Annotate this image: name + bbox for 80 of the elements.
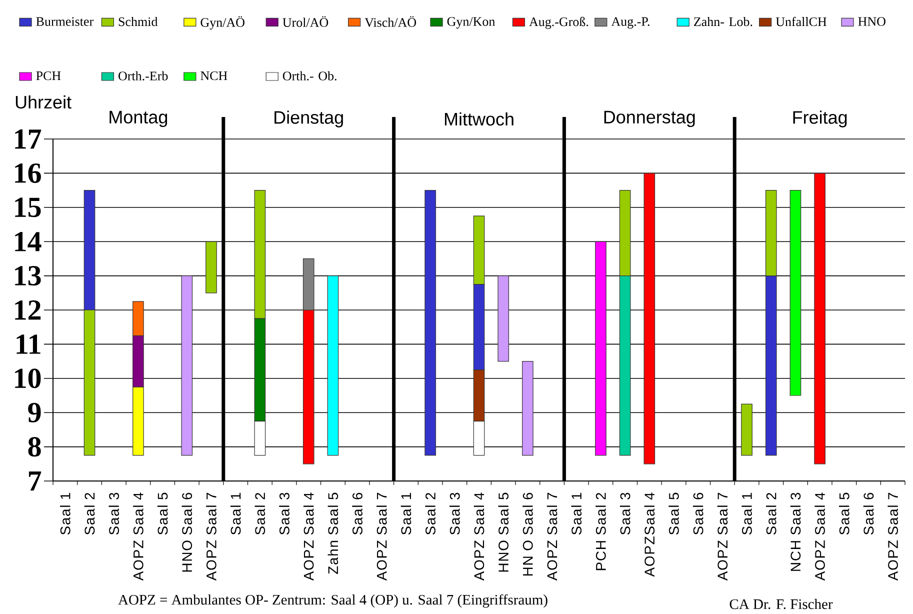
x-tick-label: Saal 1: [742, 492, 752, 535]
bar: [595, 241, 606, 456]
y-tick-label: 10: [15, 368, 41, 388]
legend-label: PCH: [36, 71, 61, 80]
text: Montag: [110, 110, 168, 128]
legend-label: Aug.-P.: [611, 17, 650, 29]
x-tick-label: Saal 6: [352, 492, 362, 535]
bar: [206, 241, 217, 294]
y-tick-label: 9: [28, 402, 41, 422]
y-tick-label: 13: [15, 266, 41, 286]
x-tick-label: AOPZ Saal 7: [546, 492, 558, 581]
x-tick-label: AOPZ Saal 7: [888, 492, 898, 581]
x-tick-label: Saal 3: [450, 492, 460, 535]
y-tick-label: 14: [15, 232, 42, 252]
legend-label: Gyn/AÖ: [200, 16, 244, 30]
x-tick-label: Saal 2: [425, 492, 436, 535]
bar: [424, 190, 436, 456]
x-tick-label: Saal 1: [230, 492, 241, 535]
x-tick-label: Saal 2: [254, 492, 266, 535]
y-tick-label: 16: [15, 163, 41, 183]
legend-label: Aug.-Groß.: [529, 16, 588, 29]
x-tick-label: AOPZ Saal 7: [376, 492, 387, 581]
bar: [498, 276, 509, 362]
x-tick-label: Saal 3: [108, 492, 120, 535]
x-tick-label: NCH Saal 3: [790, 492, 801, 571]
text: Freitag: [793, 110, 847, 128]
x-tick-label: Saal 1: [571, 492, 582, 535]
y-tick-label: 7: [28, 472, 42, 490]
bar: [327, 276, 339, 456]
x-tick-label: Saal 5: [839, 492, 850, 535]
legend-label: Schmid: [118, 16, 158, 26]
bar: [790, 190, 802, 396]
x-tick-label: AOPZ Saal 4: [814, 492, 825, 581]
legend-label: Zahn- Lob.: [694, 16, 752, 26]
x-tick-label: Saal 6: [863, 492, 874, 535]
legend-label: Burmeister: [36, 17, 94, 26]
x-tick-label: AOPZ Saal 7: [717, 492, 728, 581]
y-tick-label: 15: [15, 198, 41, 218]
x-tick-label: AOPZ Saal 4: [133, 492, 144, 581]
x-tick-label: Saal 2: [84, 492, 95, 535]
legend-label: HNO: [858, 17, 886, 26]
legend-label: NCH: [200, 71, 228, 80]
legend-label: Orth.- Ob.: [282, 71, 336, 80]
x-tick-label: Saal 3: [279, 492, 290, 535]
bar: [522, 361, 534, 456]
x-tick-label: Saal 2: [766, 492, 776, 535]
y-tick-label: 8: [28, 437, 41, 457]
legend-label: Visch/AÖ: [364, 16, 416, 27]
text: Mittwoch: [444, 112, 514, 126]
bar: [644, 172, 656, 464]
x-tick-label: AOPZ Saal 4: [474, 492, 484, 581]
legend-label: Urol/AÖ: [282, 16, 328, 27]
legend-label: Gyn/Kon: [447, 17, 495, 29]
x-tick-label: Zahn Saal 5: [328, 492, 338, 574]
x-tick-label: HNO Saal 6: [182, 492, 192, 572]
x-tick-label: AOPZ Saal 4: [303, 492, 314, 581]
legend-label: Orth.-Erb: [118, 71, 168, 80]
text: AOPZ = Ambulantes OP- Zentrum: Saal 4 (OP) u. Saal 7 (Eingriffsraum): [118, 594, 548, 608]
x-tick-label: Saal 1: [60, 492, 70, 535]
bar: [741, 404, 752, 456]
y-tick-label: 11: [16, 334, 40, 354]
text: CA Dr. F. Fischer: [730, 598, 833, 610]
x-tick-label: AOPZ Saal 7: [206, 492, 216, 581]
x-tick-label: Saal 5: [157, 492, 168, 535]
text: Donnerstag: [604, 110, 695, 128]
y-tick-label: 12: [15, 300, 41, 320]
text: Dienstag: [274, 110, 343, 128]
x-tick-label: PCH Saal 2: [596, 492, 606, 570]
bar: [814, 172, 826, 464]
x-tick-label: Saal 1: [400, 492, 412, 535]
x-tick-label: AOPZSaal 4: [644, 492, 655, 577]
y-tick-label: 17: [15, 129, 42, 149]
x-tick-label: HNO Saal 5: [498, 492, 508, 572]
x-tick-label: Saal 5: [668, 492, 679, 535]
x-tick-label: Saal 6: [692, 492, 704, 535]
x-tick-label: HN O Saal 6: [522, 492, 533, 576]
legend-label: UnfallCH: [776, 16, 826, 26]
x-tick-label: Saal 3: [620, 492, 630, 535]
bar: [181, 276, 193, 456]
y-axis-title: Uhrzeit: [16, 95, 72, 109]
